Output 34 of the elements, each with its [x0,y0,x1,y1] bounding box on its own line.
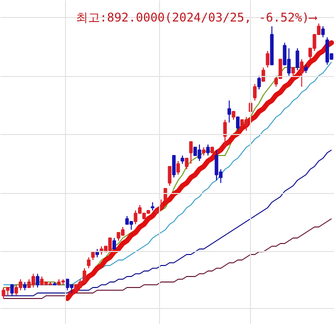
candlestick [325,36,330,66]
candlestick [227,100,232,123]
candlestick [112,238,116,250]
candlestick [2,287,6,299]
candlestick [134,210,138,225]
annotation: 최고:892.0000(2024/03/25, -6.52%)⟶ [76,10,318,24]
candlestick [164,188,168,203]
candlestick [214,150,218,181]
candlestick [198,144,202,162]
candlestick [244,116,248,132]
candlestick [300,58,304,88]
candlestick [18,278,22,291]
candlestick [108,238,112,252]
candlestick [287,48,291,76]
candlestick [236,116,240,132]
candlestick [184,158,188,170]
candlestick [296,48,300,71]
candlestick [172,155,176,178]
candlestick [189,141,193,164]
candlestick [14,284,18,296]
candlestick [10,284,14,296]
candlestick [176,160,180,176]
candlestick [223,119,227,148]
candlestick [262,67,266,82]
candlestick [32,273,36,288]
candlestick [168,166,172,186]
candlestick [159,199,163,211]
candlestick [36,273,40,288]
candlestick [253,84,257,101]
candlestick [321,26,325,38]
candlestick [206,144,210,156]
candlestick [257,75,261,90]
candlestick [86,256,90,269]
candlestick [266,50,270,68]
